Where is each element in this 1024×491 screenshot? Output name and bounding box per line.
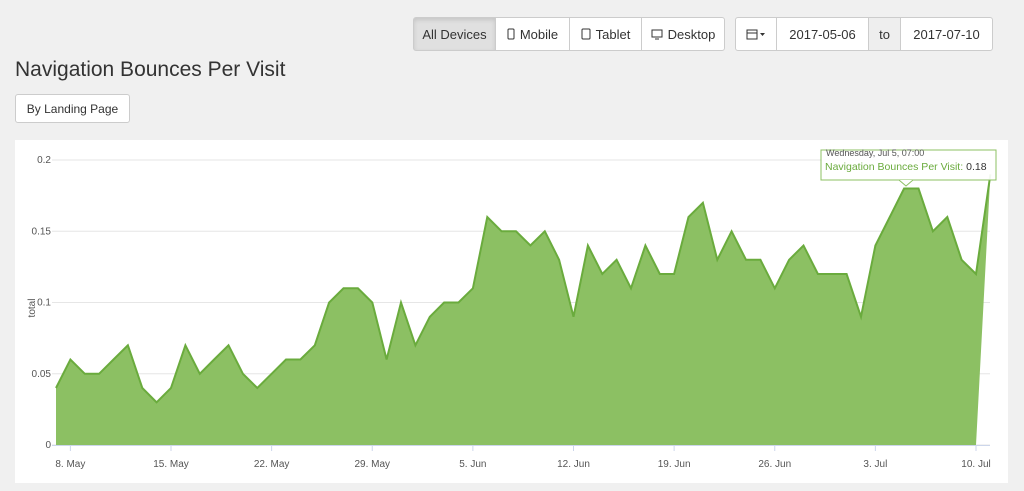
group-button[interactable]: By Landing Page <box>15 94 130 123</box>
x-tick-label: 8. May <box>55 459 85 470</box>
area <box>56 174 991 446</box>
icon <box>651 29 663 39</box>
y-tick-label: 0.2 <box>37 155 51 166</box>
x-tick-label: 5. Jun <box>459 459 486 470</box>
date-to: 2017-07-10 <box>913 26 980 42</box>
y-tick-label: 0 <box>45 440 51 451</box>
tooltip: Wednesday, Jul 5, 07:00 Navigation Bounce… <box>820 148 997 187</box>
date-input[interactable]: 2017-07-10 <box>900 17 993 51</box>
chart: total 0 0.05 0.1 0.15 0.2 8. May 15. May 22. Ma… <box>27 140 997 470</box>
y-tick-label: 0.15 <box>32 226 52 237</box>
label: Tablet <box>595 26 631 42</box>
page-title: Navigation Bounces Per Visit <box>15 58 286 81</box>
label: By Landing Page <box>26 101 119 116</box>
tooltip-box <box>820 149 997 181</box>
icon <box>507 28 515 40</box>
calendar-button[interactable] <box>735 17 777 51</box>
x-tick-label: 29. May <box>354 459 390 470</box>
device-button[interactable]: Mobile <box>495 17 570 51</box>
label: to <box>879 26 890 42</box>
x-tick-label: 22. May <box>254 459 290 470</box>
y-axis-label: total <box>27 299 38 318</box>
tooltip-label: Navigation Bounces Per Visit: <box>825 161 963 173</box>
label: All Devices <box>422 26 487 42</box>
x-tick-label: 3. Jul <box>863 459 887 470</box>
date-input[interactable]: 2017-05-06 <box>776 17 869 51</box>
area-line <box>55 174 992 404</box>
icon <box>581 28 591 40</box>
label: Desktop <box>667 26 716 42</box>
device-button[interactable]: All Devices <box>413 17 496 51</box>
x-tick-label: 12. Jun <box>557 459 590 470</box>
tooltip-pointer <box>898 179 914 187</box>
date-from: 2017-05-06 <box>789 26 856 42</box>
device-button[interactable]: Tablet <box>569 17 642 51</box>
y-tick-label: 0.1 <box>37 298 51 309</box>
x-tick-label: 26. Jun <box>758 459 791 470</box>
chart-panel: total 0 0.05 0.1 0.15 0.2 8. May 15. May 22. Ma… <box>15 140 1008 483</box>
x-tick-label: 19. Jun <box>658 459 691 470</box>
icon <box>746 29 765 40</box>
x-tick-label: 15. May <box>153 459 189 470</box>
tooltip-line: Navigation Bounces Per Visit: 0.18 <box>825 161 987 173</box>
x-tick-label: 10. Jul <box>961 459 990 470</box>
y-tick-label: 0.05 <box>32 369 52 380</box>
label: Mobile <box>519 26 559 42</box>
device-button[interactable]: Desktop <box>641 17 725 51</box>
tooltip-title: Wednesday, Jul 5, 07:00 <box>826 148 924 158</box>
tooltip-value: 0.18 <box>966 161 987 173</box>
date-sep: to <box>868 17 901 51</box>
